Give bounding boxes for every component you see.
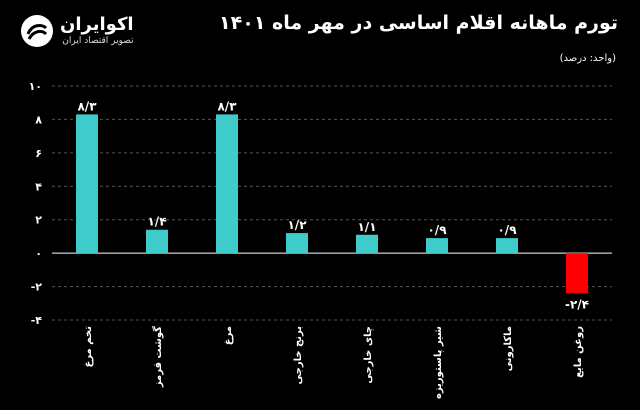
x-tick-label: چای خارجی [363,326,374,384]
x-tick-label: گوشت قرمز [151,326,164,388]
logo-name: اکوایران [60,14,134,35]
bar [566,253,588,294]
bar [76,114,98,254]
data-label: ۰/۹ [427,223,447,237]
y-tick-label: -۴ [31,314,43,327]
data-label: -۲/۴ [565,297,589,311]
y-tick-label: ۸ [35,113,42,126]
logo-tagline: تصویر اقتصاد ایران [62,36,134,46]
x-tick-label: مرغ [223,326,234,345]
y-tick-label: ۱۰ [29,80,42,93]
x-tick-label: برنج خارجی [293,326,304,384]
data-label: ۸/۳ [217,99,237,113]
x-tick-label: روغن مایع [573,326,584,378]
x-tick-label: شیر پاستوریزه [433,326,444,399]
y-tick-label: ۰ [35,247,42,260]
y-tick-label: ۶ [35,147,42,160]
data-label: ۱/۱ [357,220,376,234]
data-label: ۱/۲ [287,218,307,232]
y-tick-label: -۲ [31,281,43,294]
data-label: ۰/۹ [497,223,517,237]
data-label: ۱/۴ [147,215,166,229]
x-tick-label: ماکارونی [503,326,514,371]
bar [426,238,448,254]
brand-logo: اکوایران تصویر اقتصاد ایران [20,14,134,48]
bar [496,238,518,254]
y-tick-label: ۴ [35,180,42,193]
bar [216,114,238,254]
bar [286,233,308,254]
y-tick-label: ۲ [35,214,42,227]
data-label: ۸/۳ [77,99,97,113]
unit-label: (واحد: درصد) [559,53,616,64]
chart-title: تورم ماهانه اقلام اساسی در مهر ماه ۱۴۰۱ [219,12,618,34]
ecoiran-swirl-icon [21,15,53,47]
bar [146,229,168,254]
x-tick-label: تخم مرغ [83,326,94,368]
bar [356,234,378,254]
logo-text: اکوایران تصویر اقتصاد ایران [60,15,134,47]
